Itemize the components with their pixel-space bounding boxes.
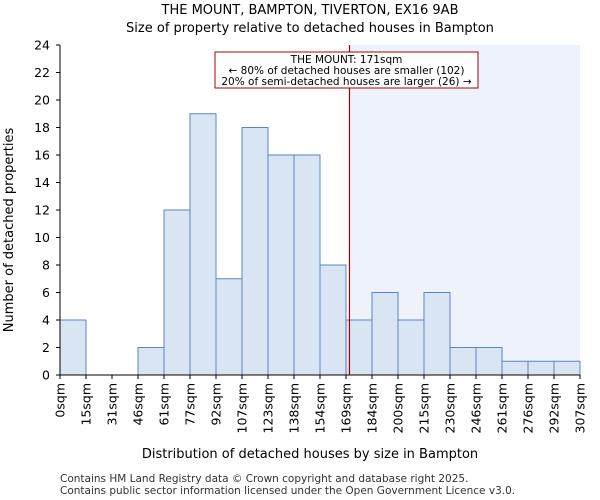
bar-61sqm[interactable] xyxy=(163,209,191,376)
y-tick-label: 20 xyxy=(34,93,50,108)
x-tick-label: 107sqm xyxy=(235,383,250,433)
x-tick-label: 138sqm xyxy=(287,383,302,433)
bar-92sqm[interactable] xyxy=(215,278,243,376)
annotation-line-1: THE MOUNT: 171sqm xyxy=(290,54,403,66)
bar-123sqm[interactable] xyxy=(267,154,295,376)
annotation-line-3: 20% of semi-detached houses are larger (… xyxy=(221,76,472,88)
x-tick-label: 215sqm xyxy=(417,383,432,433)
x-tick-label: 230sqm xyxy=(443,383,458,433)
x-tick-label: 307sqm xyxy=(573,383,588,433)
footer-line-2: Contains public sector information licen… xyxy=(60,485,515,497)
x-tick-label: 31sqm xyxy=(105,383,120,426)
y-tick-label: 8 xyxy=(42,258,50,273)
bar-230sqm[interactable] xyxy=(449,347,477,376)
x-tick-label: 61sqm xyxy=(157,383,172,426)
x-tick-label: 77sqm xyxy=(183,383,198,426)
bar-154sqm[interactable] xyxy=(319,264,347,376)
x-tick-label: 154sqm xyxy=(313,383,328,433)
x-tick-label: 184sqm xyxy=(365,383,380,433)
x-tick-label: 292sqm xyxy=(547,383,562,433)
bar-107sqm[interactable] xyxy=(241,127,269,376)
y-tick-label: 0 xyxy=(42,368,50,383)
y-tick-label: 2 xyxy=(42,340,50,355)
y-tick-label: 12 xyxy=(34,203,50,218)
x-tick-label: 169sqm xyxy=(339,383,354,433)
annotation-box xyxy=(214,51,479,89)
y-tick-label: 16 xyxy=(34,148,50,163)
bar-46sqm[interactable] xyxy=(137,347,165,376)
bar-292sqm[interactable] xyxy=(553,360,581,376)
chart-title: THE MOUNT, BAMPTON, TIVERTON, EX16 9AB xyxy=(161,3,459,18)
y-tick-label: 24 xyxy=(34,38,50,53)
y-tick-label: 22 xyxy=(34,65,50,80)
bar-200sqm[interactable] xyxy=(397,319,425,376)
y-axis-label: Number of detached properties xyxy=(2,128,17,333)
bar-138sqm[interactable] xyxy=(293,154,321,376)
bar-261sqm[interactable] xyxy=(501,360,529,376)
chart-subtitle: Size of property relative to detached ho… xyxy=(126,21,494,36)
x-axis-label: Distribution of detached houses by size … xyxy=(142,447,478,462)
x-tick-label: 46sqm xyxy=(131,383,146,426)
x-tick-label: 123sqm xyxy=(261,383,276,433)
y-tick-label: 14 xyxy=(34,175,50,190)
x-tick-label: 246sqm xyxy=(469,383,484,433)
bar-184sqm[interactable] xyxy=(371,292,399,376)
x-tick-label: 15sqm xyxy=(79,383,94,426)
bar-0sqm[interactable] xyxy=(59,319,87,376)
x-tick-label: 261sqm xyxy=(495,383,510,433)
y-tick-label: 18 xyxy=(34,120,50,135)
x-tick-label: 0sqm xyxy=(53,383,68,418)
x-tick-label: 92sqm xyxy=(209,383,224,426)
bar-169sqm[interactable] xyxy=(345,319,373,376)
bar-215sqm[interactable] xyxy=(423,292,451,376)
y-tick-label: 4 xyxy=(42,313,50,328)
bar-77sqm[interactable] xyxy=(189,113,217,376)
footer-line-1: Contains HM Land Registry data © Crown c… xyxy=(60,473,468,485)
x-tick-label: 276sqm xyxy=(521,383,536,433)
bar-246sqm[interactable] xyxy=(475,347,503,376)
annotation-line-2: ← 80% of detached houses are smaller (10… xyxy=(229,65,465,77)
y-tick-label: 10 xyxy=(34,230,50,245)
x-tick-label: 200sqm xyxy=(391,383,406,433)
y-tick-label: 6 xyxy=(42,285,50,300)
bar-276sqm[interactable] xyxy=(527,360,555,376)
